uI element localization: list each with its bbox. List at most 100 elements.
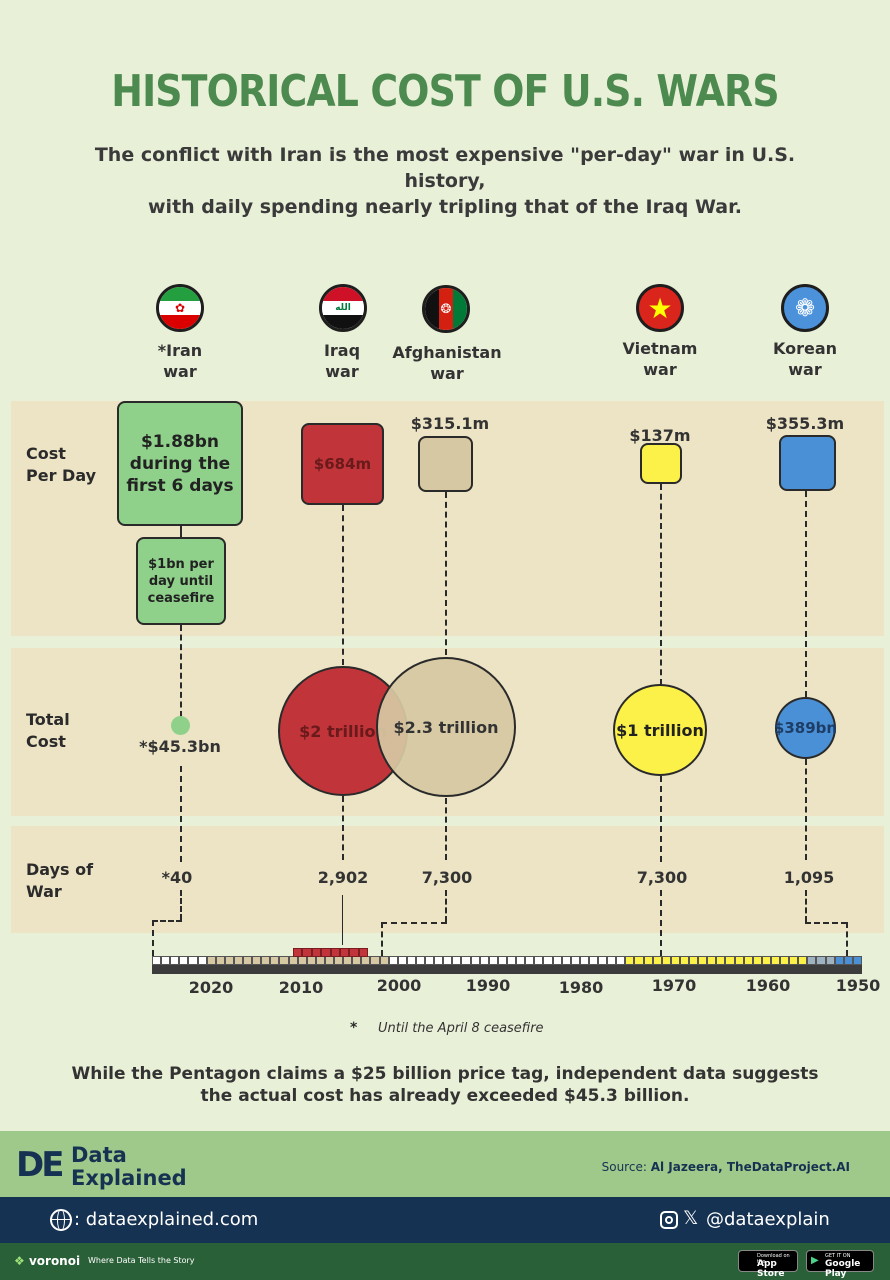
afghanistan-connector-3 xyxy=(445,890,447,922)
timeline-cell xyxy=(415,956,426,965)
instagram-icon xyxy=(660,1211,678,1229)
app-store-badge[interactable]: Download on the App Store xyxy=(738,1250,798,1279)
vietnam-connector-3 xyxy=(660,890,662,956)
timeline-cell xyxy=(461,956,471,965)
timeline-cell xyxy=(725,956,735,965)
timeline-cell xyxy=(397,956,407,965)
cost-per-day-label: Cost Per Day xyxy=(26,444,97,485)
google-play-badge[interactable]: ▶ GET IT ON Google Play xyxy=(806,1250,874,1279)
footnote-star: * xyxy=(350,1020,358,1036)
x-icon: 𝕏 xyxy=(683,1207,699,1229)
timeline-cell xyxy=(206,956,216,965)
iran-connector-h xyxy=(152,920,182,922)
timeline-cell xyxy=(761,956,771,965)
timeline-iraq-cell xyxy=(339,948,350,957)
vietnam-total-cost-circle: $1 trillion xyxy=(613,684,707,776)
vietnam-cost-per-day-value: $137m xyxy=(629,426,691,445)
timeline-cell xyxy=(406,956,416,965)
iran-secondary-cost-value: $1bn per day until ceasefire xyxy=(147,556,215,606)
iraq-connector-solid xyxy=(342,895,343,945)
timeline-iraq-cell xyxy=(293,948,303,957)
afghanistan-connector-2 xyxy=(445,798,447,860)
korean-cost-per-day-box xyxy=(779,435,836,491)
chart-subtitle: The conflict with Iran is the most expen… xyxy=(60,142,830,220)
afghanistan-total-cost-circle: $2.3 trillion xyxy=(376,657,516,797)
vietnam-days-value: 7,300 xyxy=(636,868,688,887)
timeline-cell xyxy=(452,956,462,965)
timeline-cell xyxy=(170,956,180,965)
timeline-cell xyxy=(152,956,162,965)
year-tick-label: 2000 xyxy=(376,976,422,995)
timeline-cell xyxy=(324,956,335,965)
vietnam-connector-2 xyxy=(660,776,662,862)
timeline-cell xyxy=(579,956,589,965)
globe-icon xyxy=(50,1209,72,1231)
timeline-cell xyxy=(379,956,389,965)
afghanistan-cost-per-day-box xyxy=(418,436,473,492)
timeline-cell xyxy=(679,956,690,965)
timeline-cell xyxy=(661,956,671,965)
timeline-iraq-cell xyxy=(311,948,322,957)
timeline-iraq-cell xyxy=(302,948,312,957)
korean-connector-h xyxy=(805,922,847,924)
total-cost-label: Total Cost xyxy=(26,710,70,751)
timeline-cell xyxy=(534,956,544,965)
social-handle[interactable]: @dataexplain xyxy=(706,1209,830,1230)
year-tick-label: 1950 xyxy=(835,976,881,995)
timeline-cell xyxy=(789,956,799,965)
timeline-cell xyxy=(561,956,571,965)
timeline-cell xyxy=(770,956,781,965)
timeline-iraq-cell xyxy=(349,948,359,957)
iraq-war-name: Iraq war xyxy=(323,341,361,381)
iraq-days-value: 2,902 xyxy=(317,868,369,887)
iran-cost-per-day-value: $1.88bn during the first 6 days xyxy=(126,431,234,496)
footnote-text: Until the April 8 ceasefire xyxy=(378,1021,544,1036)
timeline-cell xyxy=(224,956,234,965)
timeline-cell xyxy=(315,956,325,965)
year-tick-label: 1980 xyxy=(558,978,604,997)
iran-connector-4 xyxy=(180,890,182,920)
korean-connector-4 xyxy=(846,922,848,956)
brand-bar: DE Data Explained Source: Al Jazeera, The… xyxy=(0,1131,890,1197)
timeline-cell xyxy=(743,956,753,965)
vietnam-cost-per-day-box xyxy=(640,443,682,484)
year-tick-label: 1990 xyxy=(465,976,511,995)
timeline-cell xyxy=(479,956,489,965)
timeline-cell xyxy=(161,956,171,965)
timeline-cell xyxy=(798,956,808,965)
website-link[interactable]: : dataexplained.com xyxy=(74,1209,259,1230)
korean-total-cost-value: $389bn xyxy=(773,719,838,737)
iran-secondary-cost-box: $1bn per day until ceasefire xyxy=(136,537,226,625)
timeline-cell xyxy=(752,956,762,965)
voronoi-tagline: Where Data Tells the Story xyxy=(88,1256,195,1265)
korean-connector xyxy=(805,491,807,697)
timeline-cell xyxy=(243,956,253,965)
year-tick-label: 2020 xyxy=(188,978,234,997)
timeline-cell xyxy=(689,956,699,965)
timeline-cell xyxy=(670,956,680,965)
iraq-cost-per-day-value: $684m xyxy=(313,455,372,473)
iraq-flag-icon: الله xyxy=(319,284,367,332)
timeline-cell xyxy=(306,956,316,965)
iran-connector-2 xyxy=(180,625,182,717)
timeline-cell xyxy=(297,956,307,965)
timeline-base xyxy=(152,965,862,974)
iraq-connector-2 xyxy=(342,796,344,860)
timeline-cell xyxy=(588,956,599,965)
iran-cost-per-day-box: $1.88bn during the first 6 days xyxy=(117,401,243,526)
timeline-cell xyxy=(843,956,853,965)
google-play-icon: ▶ xyxy=(811,1255,819,1266)
timeline-cell xyxy=(434,956,444,965)
timeline-cell xyxy=(643,956,653,965)
year-tick-label: 1970 xyxy=(651,976,697,995)
iran-days-value: *40 xyxy=(161,868,193,887)
bottom-bar: ❖ voronoi Where Data Tells the Story Dow… xyxy=(0,1243,890,1280)
timeline-cell xyxy=(388,956,398,965)
timeline-cell xyxy=(707,956,717,965)
subtitle-line-2: with daily spending nearly tripling that… xyxy=(148,196,742,218)
timeline-iraq-strip xyxy=(293,948,368,957)
social-bar: : dataexplained.com 𝕏 @dataexplain xyxy=(0,1197,890,1243)
timeline-iraq-cell xyxy=(330,948,340,957)
afghanistan-days-value: 7,300 xyxy=(421,868,473,887)
iraq-cost-per-day-box: $684m xyxy=(301,423,384,505)
